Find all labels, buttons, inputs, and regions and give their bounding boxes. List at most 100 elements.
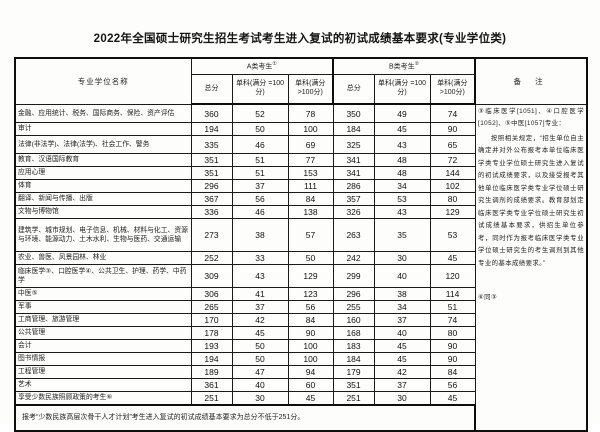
score-a-total: 361 <box>190 378 233 392</box>
score-b-subgt100: 74 <box>429 313 476 327</box>
table-row: 军事 265 37 56 255 34 51 <box>14 300 587 314</box>
score-a-subgt100: 100 <box>287 352 334 366</box>
remarks-paragraph: ⑥同③ <box>478 294 498 301</box>
score-a-sub100: 33 <box>231 251 289 265</box>
table-row: 翻译、新闻与传播、出版 367 56 84 357 53 80 <box>14 192 587 206</box>
score-b-sub100: 45 <box>373 352 431 366</box>
score-b-subgt100: 114 <box>429 287 476 301</box>
score-a-total: 189 <box>190 365 233 379</box>
group-b-footnote-mark: ② <box>414 60 420 67</box>
program-name-cell: 审计 <box>14 122 192 136</box>
table-footnote: 报考“少数民族高层次骨干人才计划”考生进入复试的初试成绩基本要求为总分不低于25… <box>14 404 477 432</box>
program-name-cell: 金融、应用统计、税务、国际商务、保险、资产评估 <box>14 103 192 123</box>
score-b-sub100: 40 <box>373 264 431 288</box>
program-name-cell: 法律(非法学)、法律(法学)、社会工作、警务 <box>14 135 192 154</box>
score-b-total: 341 <box>332 166 375 180</box>
score-a-total: 265 <box>190 300 233 314</box>
score-b-subgt100: 90 <box>429 122 476 136</box>
program-name-cell: 工商管理、旅游管理 <box>14 313 192 327</box>
score-a-sub100: 45 <box>231 326 289 340</box>
score-a-sub100: 50 <box>231 122 289 136</box>
score-b-sub100: 35 <box>373 218 431 252</box>
score-a-total: 296 <box>190 179 233 193</box>
table-body: 金融、应用统计、税务、国际商务、保险、资产评估 360 52 78 350 49 74 ③临床… <box>14 103 588 432</box>
score-b-sub100: 45 <box>373 122 431 136</box>
score-a-sub100: 40 <box>231 378 289 392</box>
col-header-a-sub100: 单科(满分 =100分) <box>231 74 289 105</box>
score-b-sub100: 53 <box>373 192 431 206</box>
score-b-subgt100: 120 <box>429 264 476 288</box>
score-b-total: 351 <box>332 378 375 392</box>
score-b-subgt100: 80 <box>429 192 476 206</box>
program-name-cell: 临床医学③、口腔医学④、公共卫生、护理、药学、中药学 <box>14 264 192 288</box>
score-b-sub100: 37 <box>373 313 431 327</box>
score-b-total: 242 <box>332 251 375 265</box>
score-b-total: 357 <box>332 192 375 206</box>
score-b-total: 255 <box>332 300 375 314</box>
score-a-subgt100: 60 <box>287 378 334 392</box>
score-b-subgt100: 74 <box>429 103 476 123</box>
score-a-total: 306 <box>190 287 233 301</box>
score-b-subgt100: 90 <box>429 339 476 353</box>
score-b-subgt100: 53 <box>429 218 476 252</box>
score-a-total: 351 <box>190 153 233 167</box>
score-a-total: 193 <box>190 339 233 353</box>
program-name-cell: 翻译、新闻与传播、出版 <box>14 192 192 206</box>
score-b-sub100: 43 <box>373 205 431 219</box>
col-header-remarks: 备 注 <box>474 57 588 105</box>
score-requirements-table: 专业学位名称 A类考生① B类考生② 备 注 总分 单科(满分 =100分) 单… <box>14 57 589 432</box>
score-a-sub100: 43 <box>231 264 289 288</box>
score-a-sub100: 38 <box>231 218 289 252</box>
score-b-subgt100: 65 <box>429 135 476 154</box>
score-b-subgt100: 72 <box>429 153 476 167</box>
score-a-total: 252 <box>190 251 233 265</box>
score-b-sub100: 49 <box>373 103 431 123</box>
table-row: 临床医学③、口腔医学④、公共卫生、护理、药学、中药学 309 43 129 299 40 1… <box>14 264 587 288</box>
score-a-subgt100: 78 <box>287 103 334 123</box>
table-row: 金融、应用统计、税务、国际商务、保险、资产评估 360 52 78 350 49 74 ③临床… <box>14 103 588 432</box>
score-a-subgt100: 111 <box>287 179 334 193</box>
table-header: 专业学位名称 A类考生① B类考生② 备 注 总分 单科(满分 =100分) 单… <box>14 57 588 105</box>
score-b-total: 179 <box>332 365 375 379</box>
score-a-total: 367 <box>190 192 233 206</box>
score-b-subgt100: 56 <box>429 378 476 392</box>
score-b-sub100: 38 <box>373 287 431 301</box>
col-header-b-total: 总分 <box>332 74 375 105</box>
program-name-cell: 公共管理 <box>14 326 192 340</box>
score-b-subgt100: 129 <box>429 205 476 219</box>
score-b-subgt100: 45 <box>429 251 476 265</box>
score-a-sub100: 56 <box>231 192 289 206</box>
score-a-subgt100: 57 <box>287 218 334 252</box>
score-a-total: 194 <box>190 352 233 366</box>
score-b-total: 341 <box>332 153 375 167</box>
table-row: 文物与博物馆 336 46 138 326 43 129 <box>14 205 587 219</box>
score-a-sub100: 46 <box>231 135 289 154</box>
score-a-subgt100: 138 <box>287 205 334 219</box>
score-b-total: 183 <box>332 339 375 353</box>
score-a-sub100: 50 <box>231 352 289 366</box>
score-a-subgt100: 45 <box>287 391 334 406</box>
score-a-subgt100: 56 <box>287 300 334 314</box>
score-b-sub100: 37 <box>373 378 431 392</box>
col-header-a-total: 总分 <box>190 74 233 105</box>
score-b-total: 184 <box>332 122 375 136</box>
score-a-subgt100: 153 <box>287 166 334 180</box>
score-a-subgt100: 77 <box>287 153 334 167</box>
score-b-subgt100: 144 <box>429 166 476 180</box>
remarks-paragraph: ③临床医学[1051]、④口腔医学[1052]、⑤中医[1057]专业： <box>478 107 585 128</box>
score-b-subgt100: 102 <box>429 179 476 193</box>
program-name-cell: 图书情报 <box>14 352 192 366</box>
table-row: 应用心理 351 51 153 341 48 144 <box>14 166 587 180</box>
score-a-subgt100: 84 <box>287 313 334 327</box>
score-a-sub100: 42 <box>231 313 289 327</box>
score-b-total: 299 <box>332 264 375 288</box>
score-a-subgt100: 123 <box>287 287 334 301</box>
score-b-subgt100: 45 <box>429 391 476 406</box>
score-a-subgt100: 90 <box>287 326 334 340</box>
score-a-total: 273 <box>190 218 233 252</box>
score-a-total: 360 <box>190 103 233 123</box>
table-row: 艺术 361 40 60 351 37 56 <box>14 378 587 392</box>
score-a-subgt100: 100 <box>287 339 334 353</box>
table-row: 农业、兽医、风景园林、林业 252 33 50 242 30 45 <box>14 251 587 265</box>
